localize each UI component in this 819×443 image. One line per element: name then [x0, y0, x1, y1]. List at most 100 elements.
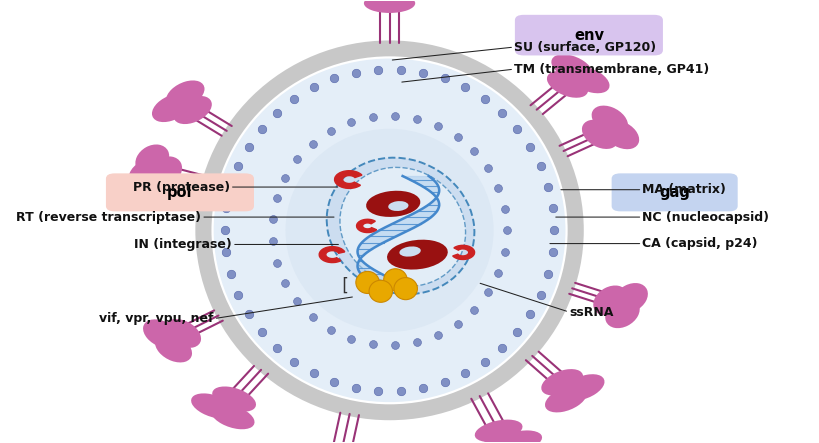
Ellipse shape [212, 386, 256, 412]
Ellipse shape [547, 71, 588, 98]
Text: vif, vpr, vpu, nef: vif, vpr, vpu, nef [99, 312, 214, 325]
Ellipse shape [155, 334, 192, 362]
Point [288, 95, 301, 102]
Point [242, 143, 256, 150]
Ellipse shape [582, 120, 618, 149]
Point [524, 311, 537, 318]
Ellipse shape [394, 278, 418, 299]
Text: RT (reverse transcriptase): RT (reverse transcriptase) [16, 210, 201, 224]
Ellipse shape [603, 120, 639, 149]
Ellipse shape [214, 58, 565, 402]
Point [270, 109, 283, 116]
Text: TM (transmembrane, GP41): TM (transmembrane, GP41) [514, 62, 709, 76]
Point [542, 270, 555, 277]
Point [492, 184, 505, 191]
FancyBboxPatch shape [515, 15, 663, 55]
Ellipse shape [166, 81, 205, 109]
Ellipse shape [152, 94, 191, 122]
Point [459, 84, 472, 91]
Point [432, 331, 445, 338]
Text: PR (protease): PR (protease) [133, 181, 230, 194]
Ellipse shape [475, 420, 523, 442]
Point [219, 249, 233, 256]
Point [482, 289, 495, 296]
Text: pol: pol [167, 185, 192, 200]
Point [255, 329, 268, 336]
Point [324, 326, 337, 333]
Point [546, 249, 559, 256]
Text: env: env [574, 27, 604, 43]
Point [495, 345, 509, 352]
Point [417, 385, 430, 392]
Ellipse shape [327, 158, 474, 294]
Point [278, 174, 292, 181]
Ellipse shape [164, 319, 201, 348]
Ellipse shape [366, 191, 420, 217]
Point [482, 165, 495, 172]
Point [468, 148, 481, 155]
Point [498, 249, 511, 256]
FancyBboxPatch shape [612, 173, 738, 211]
Point [270, 345, 283, 352]
Point [291, 298, 304, 305]
Point [388, 342, 401, 349]
Point [366, 340, 379, 347]
Point [232, 291, 245, 298]
Point [270, 259, 283, 266]
Point [328, 75, 341, 82]
Point [548, 227, 561, 234]
Wedge shape [356, 219, 377, 233]
Ellipse shape [129, 160, 162, 190]
Ellipse shape [143, 319, 180, 348]
Point [498, 205, 511, 212]
Ellipse shape [388, 201, 409, 211]
Point [534, 291, 547, 298]
Ellipse shape [383, 269, 407, 291]
Point [224, 270, 238, 277]
Point [218, 227, 231, 234]
Point [459, 370, 472, 377]
Point [232, 163, 245, 170]
Point [266, 216, 279, 223]
Ellipse shape [471, 438, 518, 443]
Point [372, 66, 385, 73]
Text: SU (surface, GP120): SU (surface, GP120) [514, 41, 656, 54]
Wedge shape [319, 247, 345, 263]
Ellipse shape [135, 144, 170, 175]
Point [546, 205, 559, 212]
Point [291, 156, 304, 163]
Point [394, 388, 407, 395]
Ellipse shape [340, 167, 465, 286]
Point [307, 370, 320, 377]
Point [478, 95, 491, 102]
Point [524, 143, 537, 150]
Point [410, 115, 423, 122]
Point [270, 194, 283, 202]
Point [451, 320, 464, 327]
Point [255, 125, 268, 132]
Point [324, 127, 337, 134]
Point [542, 183, 555, 190]
Ellipse shape [541, 369, 583, 396]
Text: gag: gag [659, 185, 690, 200]
Wedge shape [453, 245, 474, 260]
Point [224, 183, 238, 190]
Ellipse shape [196, 40, 584, 420]
Text: ssRNA: ssRNA [569, 306, 613, 319]
Text: CA (capsid, p24): CA (capsid, p24) [642, 237, 758, 250]
Point [328, 379, 341, 386]
Ellipse shape [191, 393, 235, 419]
Point [219, 205, 233, 212]
Point [468, 306, 481, 313]
Point [288, 358, 301, 365]
Ellipse shape [369, 280, 392, 302]
Point [306, 140, 319, 147]
Ellipse shape [593, 285, 628, 315]
Point [432, 122, 445, 129]
Point [534, 163, 547, 170]
Point [394, 66, 407, 73]
Point [451, 133, 464, 140]
Point [350, 385, 363, 392]
Point [410, 338, 423, 346]
Point [242, 311, 256, 318]
